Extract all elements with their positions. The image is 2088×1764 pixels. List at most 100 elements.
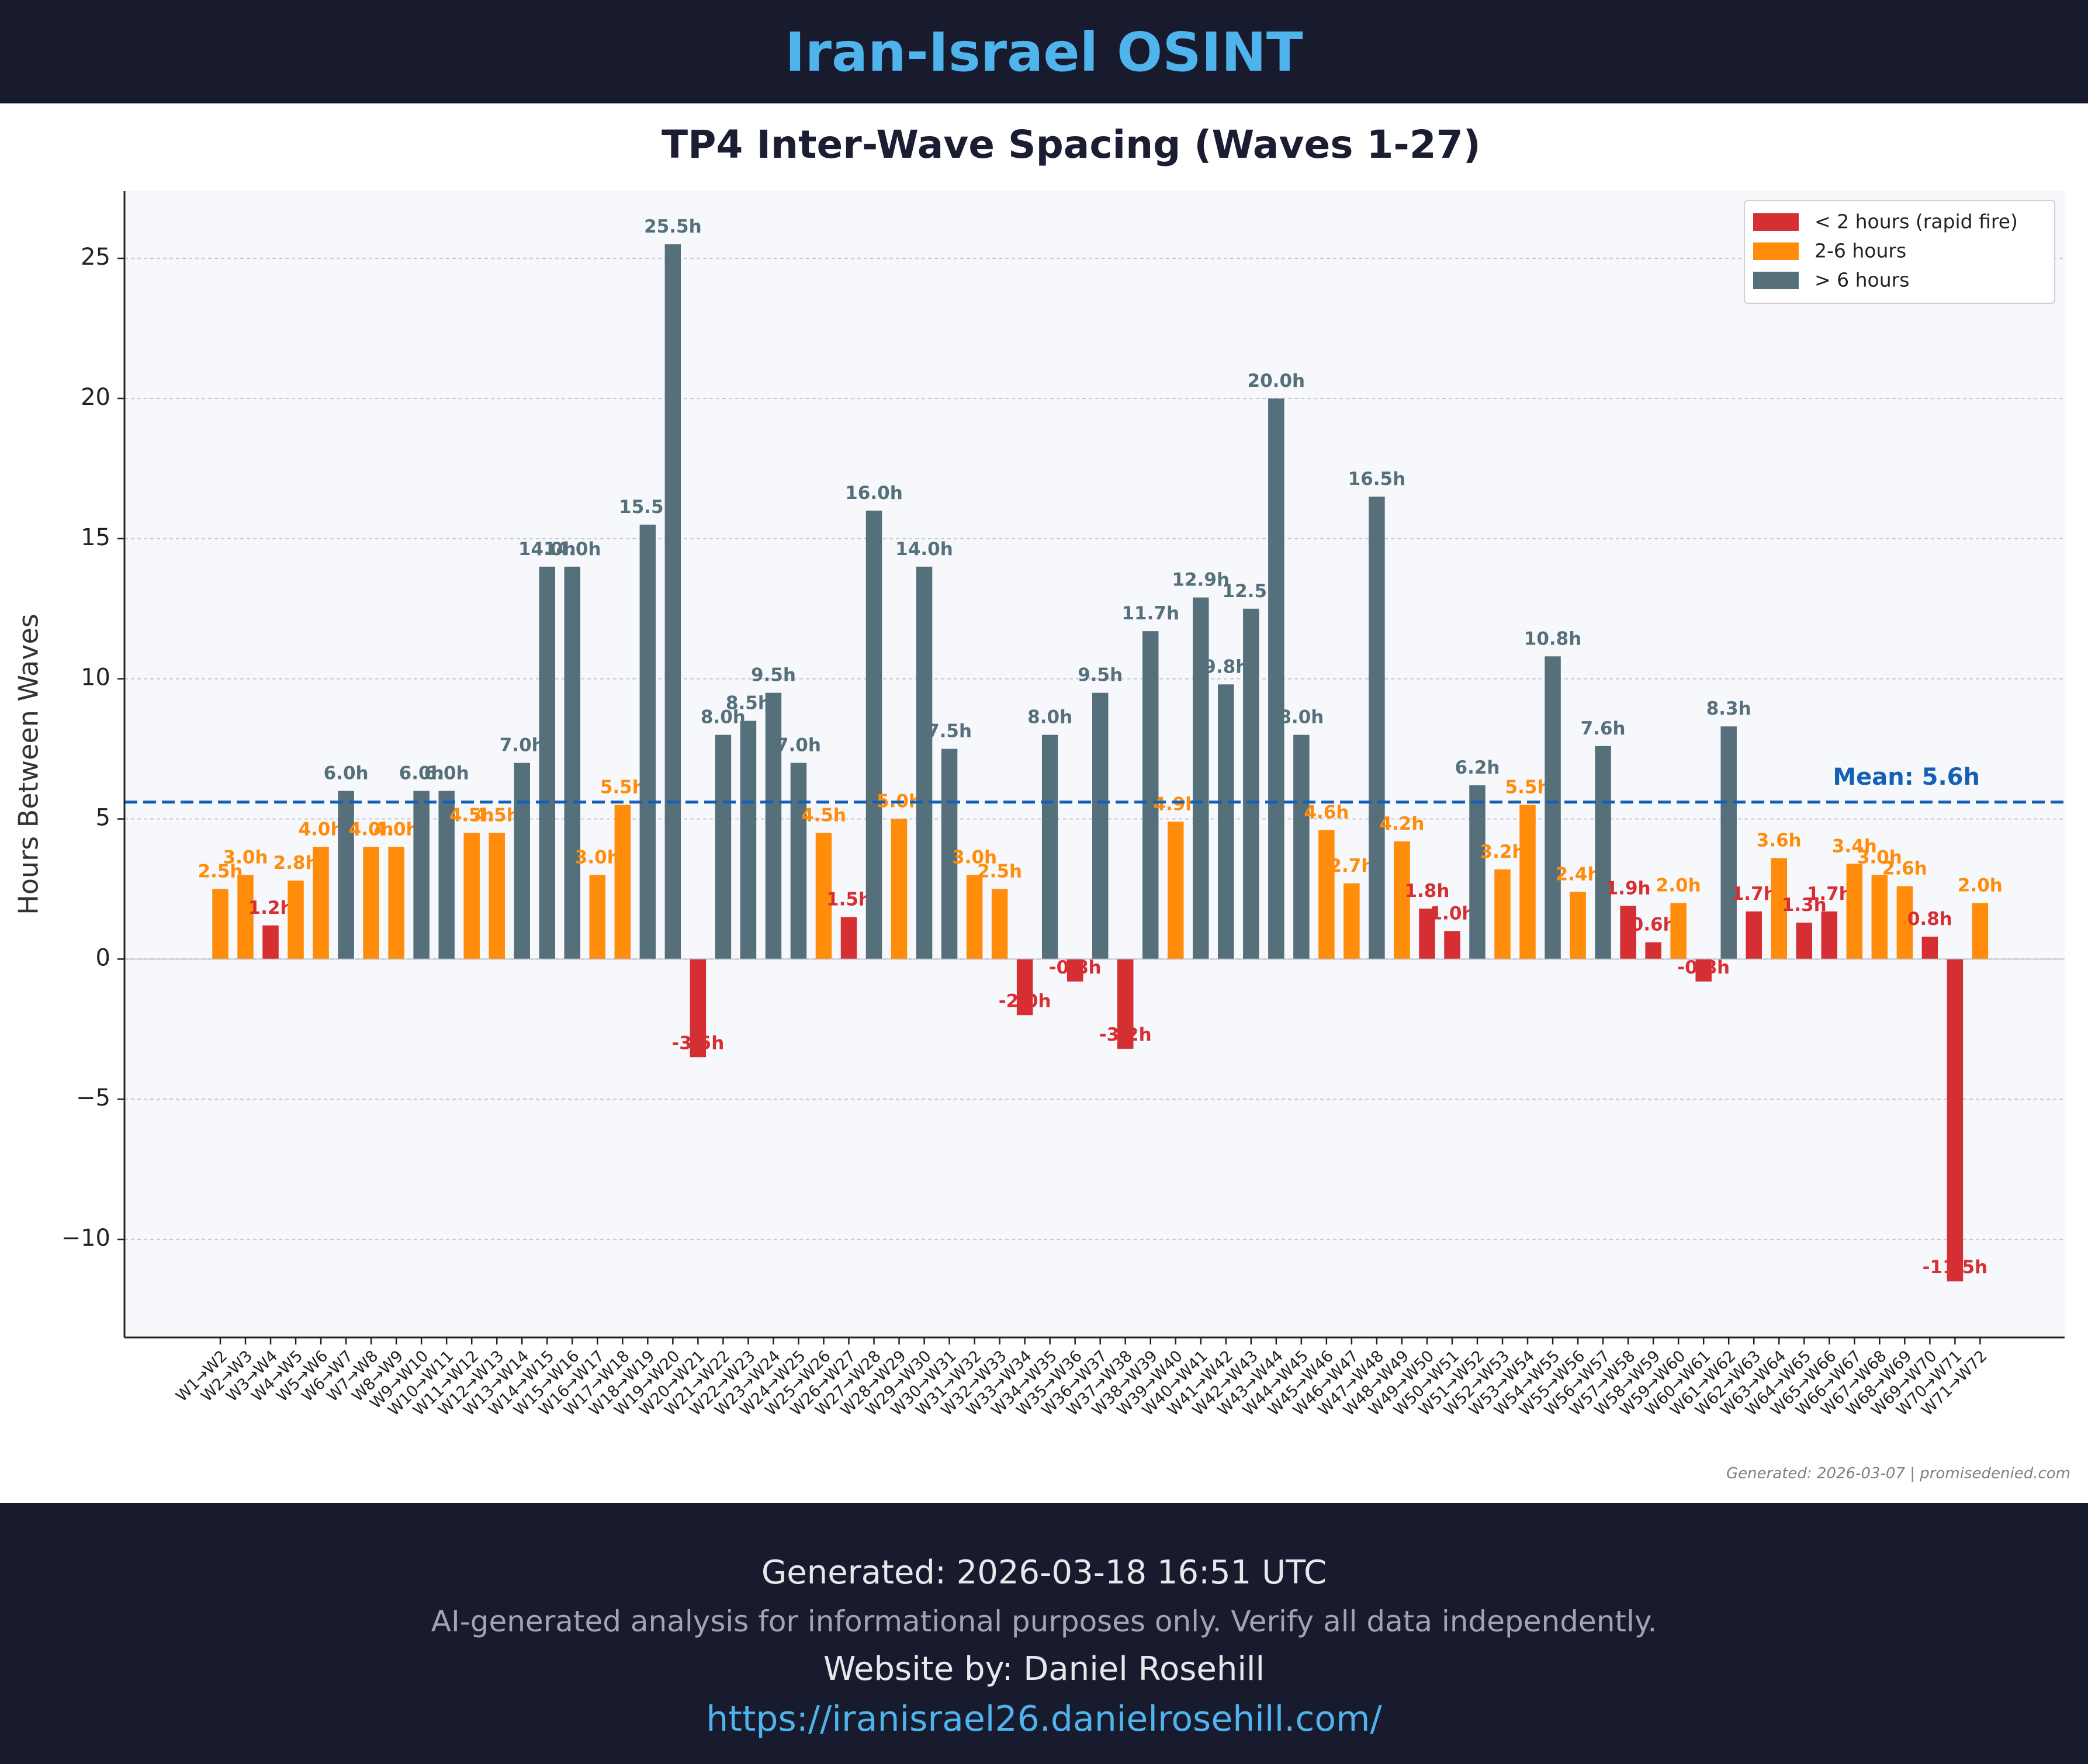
- y-tick-label: 15: [81, 524, 110, 551]
- data-label: 4.0h: [299, 819, 344, 840]
- bar: [1570, 892, 1586, 959]
- bar: [1519, 805, 1536, 959]
- data-label: 2.4h: [1556, 864, 1601, 885]
- bar: [1193, 597, 1209, 959]
- y-tick-label: −5: [76, 1084, 110, 1111]
- data-label: 9.8h: [1203, 656, 1248, 677]
- data-label: -11.5h: [1923, 1257, 1987, 1278]
- data-label: 2.5h: [198, 861, 243, 882]
- chart: TP4 Inter-Wave Spacing (Waves 1-27) 25 20 1…: [13, 122, 2071, 1482]
- bar: [1746, 911, 1762, 959]
- y-tick-label: 5: [96, 805, 110, 831]
- data-label: 9.5h: [751, 665, 796, 686]
- data-label: 4.5h: [801, 805, 846, 826]
- bar: [237, 875, 254, 959]
- mean-label: Mean: 5.6h: [1833, 764, 1980, 791]
- bar: [1066, 959, 1083, 982]
- bar: [262, 925, 279, 959]
- data-label: 10.8h: [1524, 628, 1582, 649]
- bar: [1092, 692, 1109, 959]
- y-tick-label: 25: [81, 244, 110, 271]
- website-credit: Website by: Daniel Rosehill: [823, 1650, 1265, 1688]
- disclaimer-text: AI-generated analysis for informational …: [431, 1604, 1657, 1638]
- bar: [1419, 909, 1435, 959]
- data-label: 4.0h: [374, 819, 419, 840]
- legend-swatch: [1753, 272, 1799, 289]
- bar: [1394, 841, 1410, 959]
- watermark-text: Generated: 2026-03-07 | promisedenied.co…: [1726, 1465, 2070, 1482]
- bar: [1947, 959, 1964, 1282]
- bar: [1343, 883, 1360, 959]
- bar: [212, 889, 228, 959]
- legend-swatch: [1753, 213, 1799, 231]
- site-footer: Generated: 2026-03-18 16:51 UTC AI-gener…: [0, 1503, 2088, 1764]
- data-label: 3.6h: [1757, 830, 1802, 851]
- data-label: 4.2h: [1379, 813, 1424, 834]
- data-label: 8.3h: [1706, 698, 1751, 719]
- data-label: 1.0h: [1429, 903, 1474, 924]
- bar: [1846, 864, 1863, 959]
- bar: [1896, 886, 1913, 959]
- data-label: 1.8h: [1404, 881, 1449, 902]
- generated-timestamp: Generated: 2026-03-18 16:51 UTC: [761, 1554, 1327, 1592]
- bar: [715, 734, 732, 959]
- data-label: 4.5h: [475, 805, 520, 826]
- y-tick-label: 10: [81, 664, 110, 691]
- legend-swatch: [1753, 242, 1799, 260]
- website-link[interactable]: https://iranisrael26.danielrosehill.com/: [706, 1699, 1382, 1739]
- bar: [1268, 398, 1284, 959]
- data-label: 6.2h: [1455, 757, 1500, 778]
- legend-label: 2-6 hours: [1815, 240, 1906, 262]
- data-label: 3.2h: [1480, 841, 1525, 862]
- data-label: 8.0h: [701, 707, 746, 728]
- data-label: 20.0h: [1248, 370, 1306, 391]
- bar: [664, 244, 681, 959]
- bar: [1117, 959, 1134, 1049]
- bar: [1670, 903, 1687, 959]
- bar: [438, 791, 455, 959]
- data-label: 16.5h: [1348, 469, 1406, 490]
- data-label: 4.6h: [1304, 802, 1349, 823]
- y-axis-label: Hours Between Waves: [13, 614, 44, 915]
- site-header: Iran-Israel OSINT: [0, 0, 2088, 103]
- data-label: -3.2h: [1099, 1024, 1152, 1045]
- bar: [1016, 959, 1033, 1016]
- bar: [1218, 684, 1234, 959]
- data-label: 7.0h: [776, 735, 821, 756]
- bar: [463, 833, 480, 959]
- data-label: 8.0h: [1279, 707, 1324, 728]
- data-label: 2.6h: [1882, 858, 1927, 879]
- data-label: 14.0h: [518, 539, 576, 560]
- bar: [413, 791, 430, 959]
- bar: [1620, 906, 1636, 959]
- data-label: 2.0h: [1958, 875, 2003, 896]
- data-label: 4.5h: [449, 805, 494, 826]
- data-label: 12.9h: [1172, 570, 1230, 591]
- data-label: 3.0h: [952, 847, 997, 868]
- bar: [514, 763, 530, 959]
- legend-box: [1744, 200, 2055, 304]
- data-label: 4.0h: [349, 819, 394, 840]
- bar: [765, 692, 782, 959]
- data-label: 3.0h: [575, 847, 620, 868]
- data-label: 1.7h: [1807, 883, 1852, 904]
- data-label: 1.2h: [248, 897, 293, 919]
- chart-title: TP4 Inter-Wave Spacing (Waves 1-27): [662, 122, 1481, 167]
- data-label: 2.0h: [1656, 875, 1701, 896]
- bar: [690, 959, 707, 1058]
- data-label: 1.3h: [1782, 895, 1827, 916]
- bar: [388, 847, 404, 959]
- data-label: 16.0h: [845, 483, 903, 504]
- bar: [1041, 734, 1058, 959]
- legend-label: > 6 hours: [1815, 269, 1909, 292]
- site-title: Iran-Israel OSINT: [785, 21, 1303, 84]
- bar: [338, 791, 354, 959]
- data-label: 0.8h: [1907, 909, 1952, 930]
- data-label: 2.8h: [273, 852, 318, 874]
- bar: [1796, 923, 1813, 959]
- data-label: 3.0h: [223, 847, 268, 868]
- bar: [991, 889, 1008, 959]
- bar: [313, 847, 329, 959]
- bar: [1645, 942, 1661, 959]
- bar: [1369, 496, 1385, 959]
